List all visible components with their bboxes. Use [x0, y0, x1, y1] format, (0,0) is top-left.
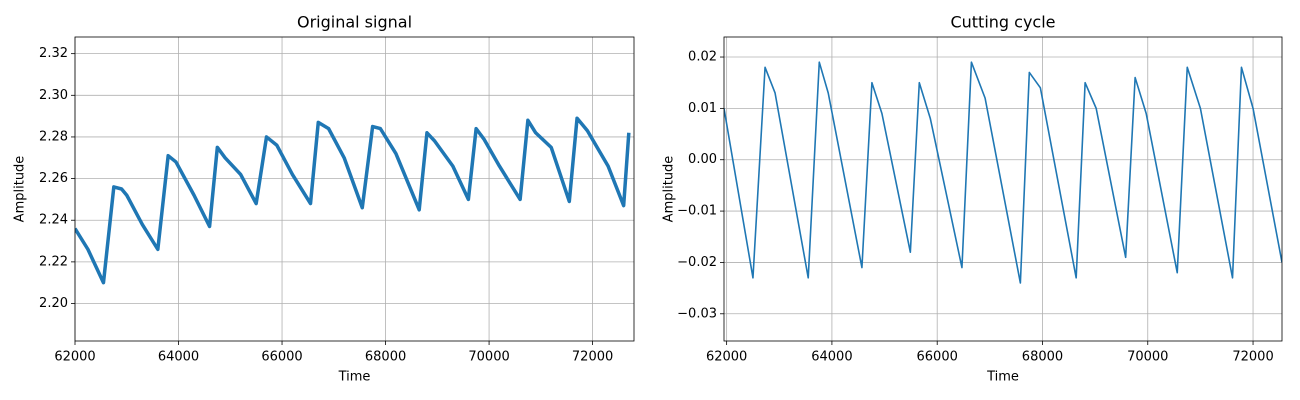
- chart-title: Original signal: [297, 13, 412, 32]
- y-axis-label: Amplitude: [662, 156, 677, 223]
- y-tick-label: 0.00: [688, 152, 717, 167]
- x-tick-label: 66000: [261, 350, 302, 365]
- x-tick-label: 72000: [1232, 350, 1273, 365]
- y-tick-label: 0.01: [688, 101, 717, 116]
- y-tick-label: 2.24: [39, 213, 68, 228]
- x-tick-label: 64000: [811, 350, 852, 365]
- y-tick-label: 2.32: [39, 46, 68, 61]
- x-tick-label: 70000: [1127, 350, 1168, 365]
- x-axis-label: Time: [986, 370, 1019, 385]
- x-tick-label: 70000: [468, 350, 509, 365]
- y-tick-label: 2.22: [39, 254, 68, 269]
- series-line: [724, 61, 1282, 284]
- y-tick-label: 2.26: [39, 171, 68, 186]
- y-tick-label: 2.30: [39, 88, 68, 103]
- x-tick-label: 64000: [158, 350, 199, 365]
- x-tick-label: 62000: [706, 350, 747, 365]
- y-tick-label: −0.02: [677, 255, 717, 270]
- x-axis-label: Time: [338, 370, 371, 385]
- x-tick-label: 72000: [572, 350, 613, 365]
- y-axis-label: Amplitude: [13, 156, 28, 223]
- axes-frame: [723, 36, 1283, 342]
- x-tick-label: 62000: [54, 350, 95, 365]
- axes-frame: [74, 36, 635, 342]
- chart-title: Cutting cycle: [950, 13, 1055, 32]
- series-line: [75, 116, 631, 285]
- x-tick-label: 66000: [917, 350, 958, 365]
- y-tick-label: 2.20: [39, 296, 68, 311]
- y-tick-label: 2.28: [39, 129, 68, 144]
- x-tick-label: 68000: [365, 350, 406, 365]
- y-tick-label: −0.03: [677, 306, 717, 321]
- y-tick-label: 0.02: [688, 50, 717, 65]
- x-tick-label: 68000: [1022, 350, 1063, 365]
- y-tick-label: −0.01: [677, 204, 717, 219]
